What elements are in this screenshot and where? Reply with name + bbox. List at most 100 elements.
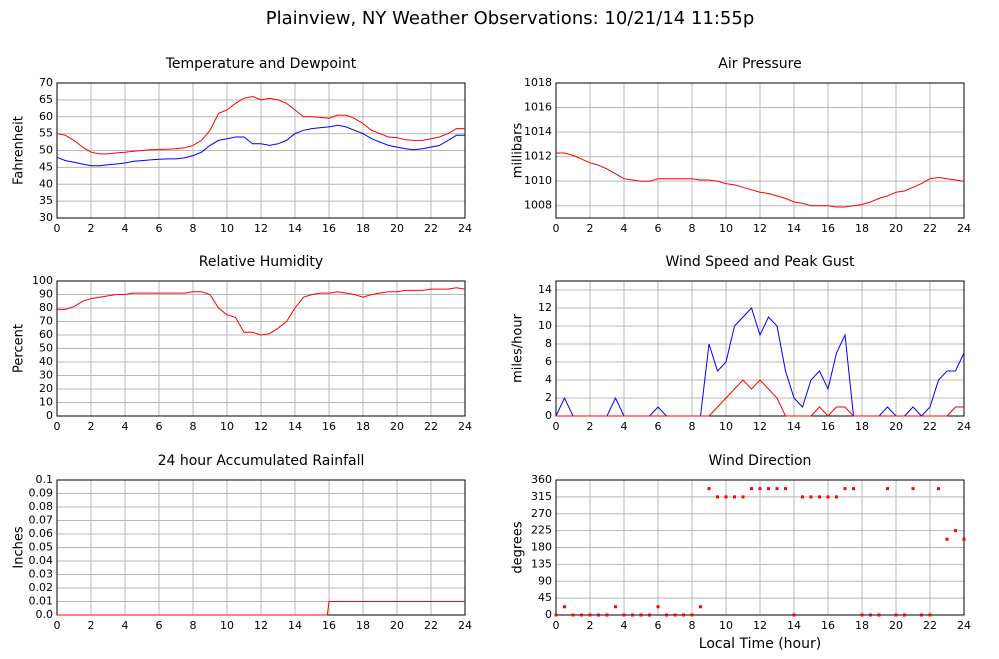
y-tick-label: 315: [531, 490, 552, 503]
x-tick-label: 12: [753, 222, 767, 235]
x-tick-label: 24: [458, 222, 472, 235]
x-tick-label: 18: [356, 420, 370, 433]
data-point: [750, 487, 753, 491]
x-tick-label: 24: [458, 420, 472, 433]
data-point: [639, 613, 643, 617]
y-axis-label: miles/hour: [511, 313, 526, 382]
x-tick-label: 8: [689, 619, 696, 632]
x-tick-label: 4: [621, 222, 628, 235]
data-point: [707, 487, 711, 491]
data-point: [818, 495, 821, 499]
x-tick-label: 6: [156, 619, 163, 632]
x-tick-label: 8: [190, 420, 197, 433]
y-axis-label: Inches: [12, 526, 27, 568]
y-tick-label: 0.03: [29, 568, 54, 581]
y-tick-label: 0: [545, 608, 552, 621]
y-axis-label: Percent: [12, 324, 27, 373]
y-tick-label: 6: [545, 355, 552, 368]
x-tick-label: 22: [923, 420, 937, 433]
y-tick-label: 0.08: [29, 500, 54, 513]
y-tick-label: 70: [39, 76, 53, 89]
plot-frame: [56, 82, 466, 219]
x-tick-label: 14: [787, 619, 801, 632]
y-tick-label: 55: [39, 127, 53, 140]
y-tick-label: 70: [39, 315, 53, 328]
data-point: [903, 613, 906, 617]
x-tick-label: 24: [458, 619, 472, 632]
y-tick-label: 14: [538, 283, 552, 296]
y-tick-label: 12: [538, 301, 552, 314]
x-tick-label: 0: [553, 222, 560, 235]
x-tick-label: 18: [356, 619, 370, 632]
y-tick-label: 0: [545, 409, 552, 422]
y-tick-label: 0.07: [29, 514, 54, 527]
data-line: [556, 152, 965, 208]
data-line: [56, 124, 465, 167]
y-tick-label: 0.06: [29, 527, 54, 540]
x-tick-label: 16: [322, 222, 336, 235]
data-point: [843, 487, 847, 491]
y-tick-label: 45: [39, 160, 53, 173]
data-point: [648, 613, 651, 617]
y-tick-label: 45: [538, 591, 552, 604]
y-tick-label: 30: [39, 369, 53, 382]
y-tick-label: 135: [531, 557, 552, 570]
x-tick-label: 2: [587, 222, 594, 235]
x-tick-label: 18: [855, 619, 869, 632]
data-point: [597, 613, 600, 617]
x-tick-label: 10: [220, 222, 234, 235]
y-tick-label: 50: [39, 342, 53, 355]
x-tick-label: 14: [288, 619, 302, 632]
y-tick-label: 40: [39, 177, 53, 190]
data-point: [886, 487, 889, 491]
data-point: [588, 613, 592, 617]
panel-title: Temperature and Dewpoint: [165, 56, 357, 72]
x-tick-label: 4: [621, 420, 628, 433]
data-line: [57, 601, 465, 616]
data-point: [682, 613, 685, 617]
data-point: [665, 613, 668, 617]
panel-title: 24 hour Accumulated Rainfall: [158, 453, 365, 469]
y-tick-label: 30: [39, 211, 53, 224]
x-tick-label: 14: [787, 222, 801, 235]
data-point: [758, 487, 762, 491]
x-tick-label: 20: [390, 420, 404, 433]
x-tick-label: 18: [855, 420, 869, 433]
y-tick-label: 35: [39, 194, 53, 207]
x-tick-label: 16: [821, 420, 835, 433]
data-point: [792, 613, 796, 617]
y-tick-label: 1012: [524, 150, 552, 163]
y-tick-label: 0.09: [29, 487, 54, 500]
x-tick-label: 20: [390, 222, 404, 235]
y-tick-label: 20: [39, 382, 53, 395]
data-point: [894, 613, 898, 617]
x-tick-label: 2: [88, 222, 95, 235]
x-tick-label: 8: [190, 619, 197, 632]
y-tick-label: 10: [39, 396, 53, 409]
y-tick-label: 1010: [524, 174, 552, 187]
x-tick-label: 10: [719, 619, 733, 632]
x-tick-label: 2: [88, 619, 95, 632]
data-line: [56, 95, 465, 155]
data-point: [571, 613, 575, 617]
data-line: [57, 287, 466, 336]
x-tick-label: 10: [220, 420, 234, 433]
y-tick-label: 0: [46, 409, 53, 422]
x-tick-label: 22: [923, 222, 937, 235]
y-tick-label: 90: [39, 288, 53, 301]
data-point: [563, 605, 566, 609]
y-tick-label: 10: [538, 319, 552, 332]
data-point: [911, 487, 915, 491]
data-point: [928, 613, 932, 617]
data-point: [614, 605, 617, 609]
x-tick-label: 6: [156, 222, 163, 235]
data-point: [826, 495, 830, 499]
y-tick-label: 4: [545, 373, 552, 386]
x-tick-label: 6: [655, 420, 662, 433]
data-point: [733, 495, 736, 499]
data-point: [945, 537, 949, 541]
x-tick-label: 8: [190, 222, 197, 235]
x-tick-label: 4: [122, 619, 129, 632]
plot-frame: [555, 479, 965, 616]
